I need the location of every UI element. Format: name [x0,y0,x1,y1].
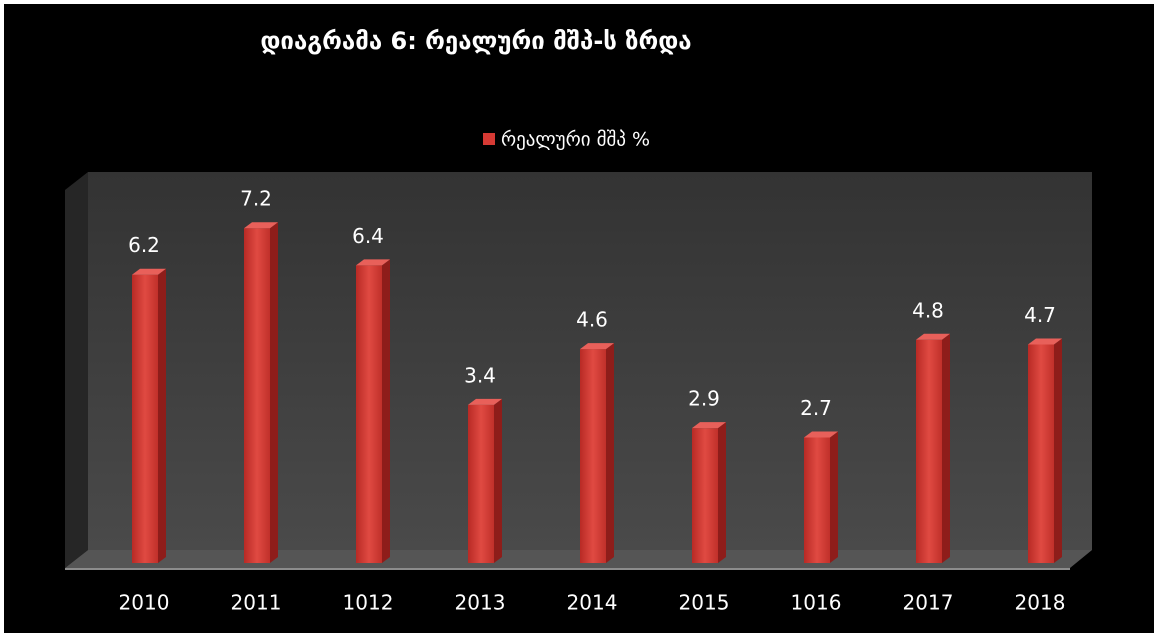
bar-front [244,228,270,563]
x-tick-label: 1012 [343,591,394,615]
bar-front [132,274,158,563]
x-tick-label: 2011 [231,591,282,615]
x-tick-label: 1016 [791,591,842,615]
bar-side [1054,338,1062,563]
bar-top [132,268,166,275]
value-label: 3.4 [464,363,496,387]
bar-side [606,343,614,563]
bar-front [468,404,494,563]
bar-top [916,333,950,340]
x-tick-label: 2015 [679,591,730,615]
bar-side [718,422,726,563]
value-label: 2.9 [688,387,720,411]
x-tick-label: 2017 [903,591,954,615]
bar-side [158,268,166,563]
value-label: 4.8 [912,298,944,322]
value-label: 2.7 [800,396,832,420]
chart-title: დიაგრამა 6: რეალური მშპ-ს ზრდა [260,27,691,55]
bar-front [1028,344,1054,563]
x-tick-label: 2010 [119,591,170,615]
value-label: 6.2 [128,233,160,257]
bar-side [270,222,278,563]
bar-front [804,437,830,563]
x-tick-label: 2018 [1015,591,1066,615]
bar-side [494,398,502,563]
bar-side [942,333,950,563]
value-label: 7.2 [240,187,272,211]
bar-top [692,422,726,429]
bar-front [580,349,606,563]
bar-top [356,259,390,266]
bar-top [468,398,502,405]
bar-top [580,343,614,350]
legend-swatch [483,133,495,145]
bar-top [244,222,278,229]
bar-top [1028,338,1062,345]
legend-label: რეალური მშპ % [501,129,650,151]
bar-side [830,431,838,563]
x-tick-label: 2013 [455,591,506,615]
bar-side [382,259,390,563]
x-tick-label: 2014 [567,591,618,615]
side-wall [65,172,88,568]
bar-front [356,265,382,563]
bar-front [916,339,942,563]
bar-top [804,431,838,438]
value-label: 4.6 [576,308,608,332]
bar-front [692,428,718,563]
value-label: 6.4 [352,224,384,248]
value-label: 4.7 [1024,303,1056,327]
